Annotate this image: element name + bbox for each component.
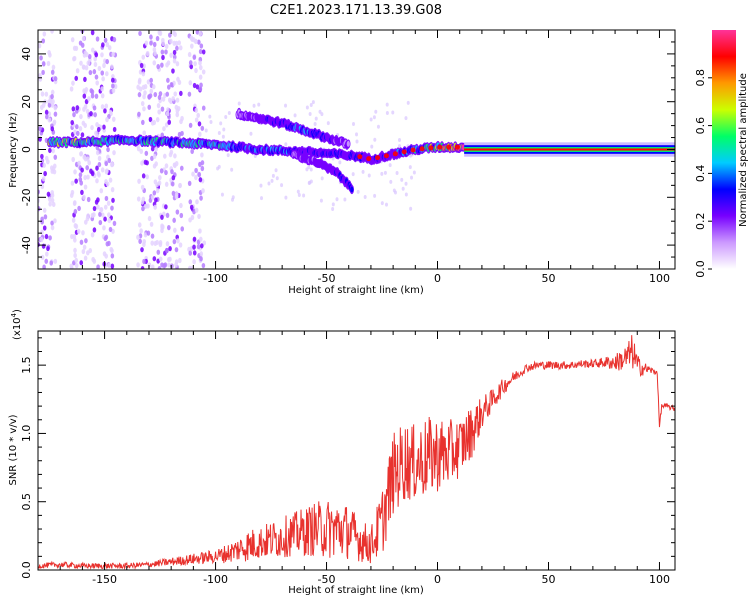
snr-xtick: 50 [541,331,555,586]
spectrogram-xtick: -150 [92,30,117,285]
colorbar-tick-label: 0.8 [694,69,707,87]
snr-xtick: 0 [434,331,441,586]
spectrogram-panel: -150 -100 -50 0 50 100 -40 -20 0 20 40 Height of s… [8,29,676,296]
spectrogram-xtick-label: -100 [203,272,228,285]
spectrogram-feature [46,134,675,166]
spectrogram-ytick-label: -40 [20,236,33,254]
snr-ytick-label: 0.0 [20,561,33,579]
spectrogram-xtick: 50 [541,30,555,285]
colorbar-tick-label: 0.6 [694,117,707,135]
spectrogram-noise-band [187,30,207,269]
snr-ytick: 0.5 [20,493,675,511]
spectrogram-ytick: -40 [20,236,675,254]
colorbar-tick: 0.4 [694,165,712,183]
snr-xtick: 100 [649,331,670,586]
snr-ytick-label: 0.5 [20,493,33,511]
snr-frame [37,330,676,571]
colorbar-tick: 0.2 [694,212,712,230]
spectrogram-feature [291,149,355,195]
snr-background [38,331,675,570]
spectrogram-ytick: 20 [20,95,675,109]
colorbar-tick: 0.6 [694,117,712,135]
snr-ylabel: SNR (10 * v/v) [8,414,19,485]
colorbar-label: Normalized spectral amplitude [738,73,749,227]
spectrogram-noise-band [38,30,58,269]
colorbar-tick-label: 0.4 [694,165,707,183]
snr-panel: -150 -100 -50 0 50 100 0.0 0.5 1.0 1.5 Height of … [8,309,676,596]
spectrogram-ytick-label: 20 [20,95,33,109]
snr-xtick-label: 50 [541,573,555,586]
snr-xtick: -100 [203,331,228,586]
spectrogram-xtick-label: -150 [92,272,117,285]
snr-ytick: 1.5 [20,356,675,374]
snr-scale-label: (x104) [10,309,23,340]
spectrogram-xtick: 0 [434,30,441,285]
spectrogram-ytick-label: -20 [20,188,33,206]
snr-xtick-label: -150 [92,573,117,586]
snr-xtick-label: 100 [649,573,670,586]
spectrogram-xtick-label: 0 [434,272,441,285]
colorbar-tick-label: 0.0 [694,260,707,278]
colorbar-tick-label: 0.2 [694,212,707,230]
spectrogram-xtick: -50 [318,30,336,285]
colorbar: 0.0 0.2 0.4 0.6 0.8 Normalized spectral ampl… [694,30,749,278]
spectrogram-ytick-label: 0 [20,146,33,153]
snr-xtick: -150 [92,331,117,586]
spectrogram-frame [37,29,676,270]
spectrogram-ylabel: Frequency (Hz) [8,112,19,188]
snr-ytick-label: 1.0 [20,425,33,443]
spectrogram-ytick-label: 40 [20,47,33,61]
spectrogram-xlabel: Height of straight line (km) [288,285,424,296]
spectrogram-xtick: -100 [203,30,228,285]
spectrogram-feature [235,107,351,150]
spectrogram-xtick-label: 50 [541,272,555,285]
spectrogram-xtick: 100 [649,30,670,285]
spectrogram-noise-band [136,30,185,269]
spectrogram-ytick: 0 [20,146,675,153]
snr-xtick-label: 0 [434,573,441,586]
colorbar-tick: 0.8 [694,69,712,87]
snr-series-line [38,335,675,570]
spectrogram-xtick-label: -50 [318,272,336,285]
snr-xtick: -50 [318,331,336,586]
spectrogram-ytick: 40 [20,47,675,61]
snr-ytick-label: 1.5 [20,356,33,374]
spectrogram-ytick: -20 [20,188,675,206]
snr-xtick-label: -100 [203,573,228,586]
colorbar-gradient [712,30,736,269]
snr-xtick-label: -50 [318,573,336,586]
snr-ytick: 1.0 [20,425,675,443]
colorbar-tick: 0.0 [694,260,712,278]
figure-title: C2E1.2023.171.13.39.G08 [270,3,442,18]
spectrogram-xtick-label: 100 [649,272,670,285]
snr-xlabel: Height of straight line (km) [288,585,424,596]
